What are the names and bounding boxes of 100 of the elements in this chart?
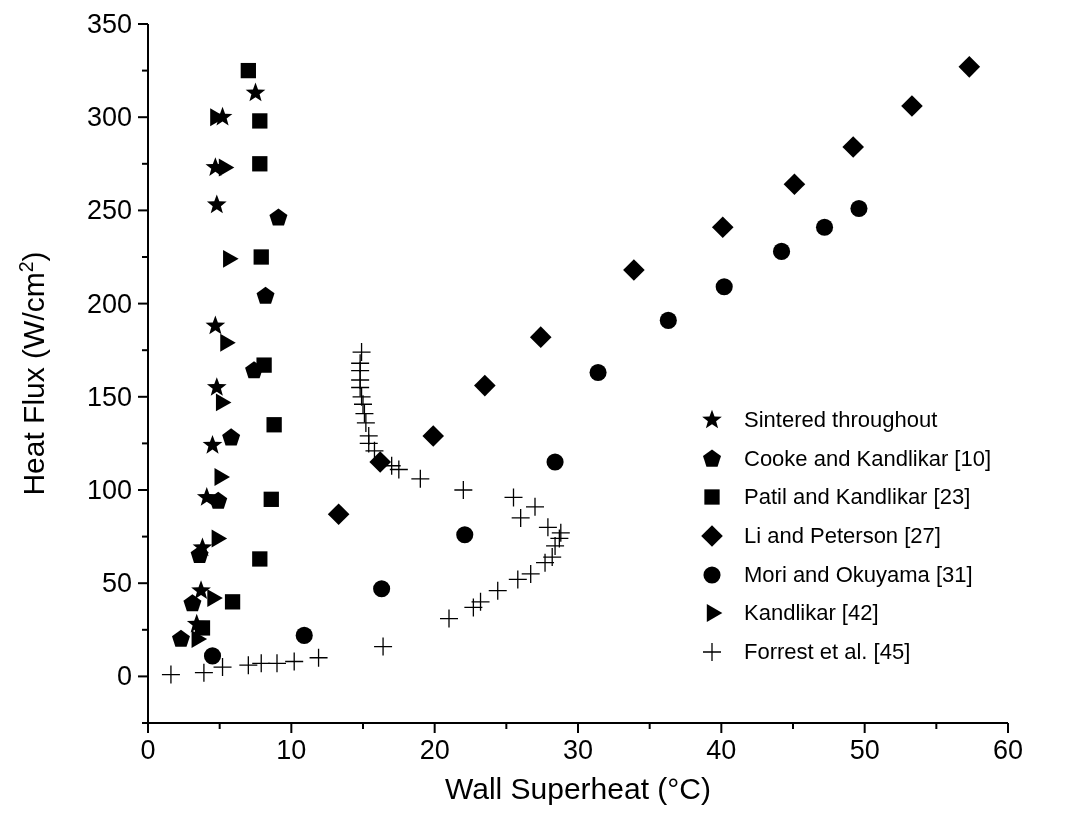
- y-tick-label: 0: [116, 661, 132, 692]
- point: [350, 353, 370, 373]
- y-tick-label: 150: [86, 381, 132, 412]
- x-tick-label: 0: [140, 735, 156, 765]
- point: [351, 342, 372, 362]
- point: [224, 594, 241, 610]
- point: [373, 580, 391, 598]
- point: [958, 56, 981, 78]
- legend-label: Mori and Okuyama [31]: [744, 561, 973, 588]
- point: [269, 208, 288, 226]
- point: [206, 377, 227, 396]
- point: [850, 199, 868, 218]
- point: [389, 459, 409, 480]
- point: [439, 608, 459, 629]
- point: [422, 425, 445, 447]
- point: [508, 569, 528, 590]
- point: [815, 218, 834, 236]
- point: [373, 636, 393, 657]
- point: [267, 653, 287, 673]
- point: [783, 173, 806, 196]
- point: [205, 315, 226, 335]
- point: [202, 434, 223, 454]
- point: [253, 249, 269, 265]
- point: [354, 403, 375, 424]
- y-tick-label: 50: [101, 568, 132, 599]
- x-tick-label: 20: [419, 735, 450, 765]
- point: [186, 613, 207, 633]
- x-tick-label: 10: [276, 735, 307, 765]
- point: [263, 491, 279, 507]
- point: [351, 387, 372, 407]
- point: [359, 426, 379, 446]
- legend-label: Forrest et al. [45]: [744, 638, 911, 665]
- point: [542, 547, 562, 567]
- point: [191, 580, 211, 600]
- point: [196, 487, 217, 506]
- point: [252, 156, 268, 172]
- point: [525, 497, 545, 517]
- legend-label: Patil and Kandlikar [23]: [744, 484, 971, 511]
- point: [206, 194, 227, 214]
- point: [212, 657, 233, 677]
- point: [772, 242, 791, 260]
- point: [901, 95, 923, 117]
- point: [192, 537, 213, 557]
- point: [295, 626, 313, 644]
- y-tick-label: 100: [86, 475, 132, 505]
- point: [535, 553, 555, 573]
- point: [659, 311, 677, 329]
- point: [209, 491, 228, 509]
- x-tick-label: 50: [849, 735, 880, 765]
- point: [284, 651, 304, 672]
- point: [171, 629, 190, 647]
- point: [453, 480, 473, 500]
- y-tick-label: 250: [86, 195, 132, 226]
- point: [521, 564, 541, 584]
- legend-label: Cooke and Kandlikar [10]: [744, 445, 992, 472]
- point: [715, 278, 733, 296]
- point: [529, 326, 552, 348]
- y-tick-label: 350: [86, 9, 132, 39]
- legend-label: Li and Peterson [27]: [744, 523, 941, 550]
- point: [183, 594, 202, 612]
- x-tick-label: 60: [992, 735, 1024, 765]
- y-tick-label: 200: [86, 288, 132, 319]
- point: [470, 592, 491, 612]
- point: [503, 487, 524, 508]
- point: [161, 664, 181, 685]
- point: [266, 417, 282, 433]
- x-axis-title: Wall Superheat (°C): [445, 772, 711, 805]
- point: [194, 663, 214, 683]
- point: [474, 374, 496, 397]
- point: [308, 648, 329, 668]
- point: [463, 597, 484, 618]
- point: [551, 523, 571, 543]
- point: [327, 503, 350, 526]
- point: [356, 413, 376, 433]
- point: [488, 581, 508, 601]
- point: [589, 364, 607, 382]
- point: [546, 453, 564, 471]
- point: [711, 216, 734, 238]
- point: [456, 526, 474, 544]
- point: [252, 551, 268, 567]
- point: [251, 653, 271, 673]
- x-tick-label: 30: [562, 735, 594, 765]
- point: [842, 136, 864, 158]
- point: [410, 469, 430, 489]
- point: [245, 361, 264, 379]
- point: [238, 655, 258, 675]
- point: [545, 536, 565, 556]
- point: [353, 394, 373, 414]
- point: [252, 113, 268, 129]
- x-tick-label: 40: [706, 735, 737, 765]
- point: [369, 451, 391, 473]
- point: [623, 259, 645, 281]
- legend-label: Kandlikar [42]: [744, 600, 879, 627]
- y-tick-label: 300: [86, 102, 132, 133]
- point: [203, 647, 222, 665]
- point: [511, 508, 531, 528]
- legend-label: Sintered throughout: [744, 407, 938, 434]
- point: [240, 62, 256, 79]
- point: [222, 428, 241, 446]
- point: [256, 286, 275, 304]
